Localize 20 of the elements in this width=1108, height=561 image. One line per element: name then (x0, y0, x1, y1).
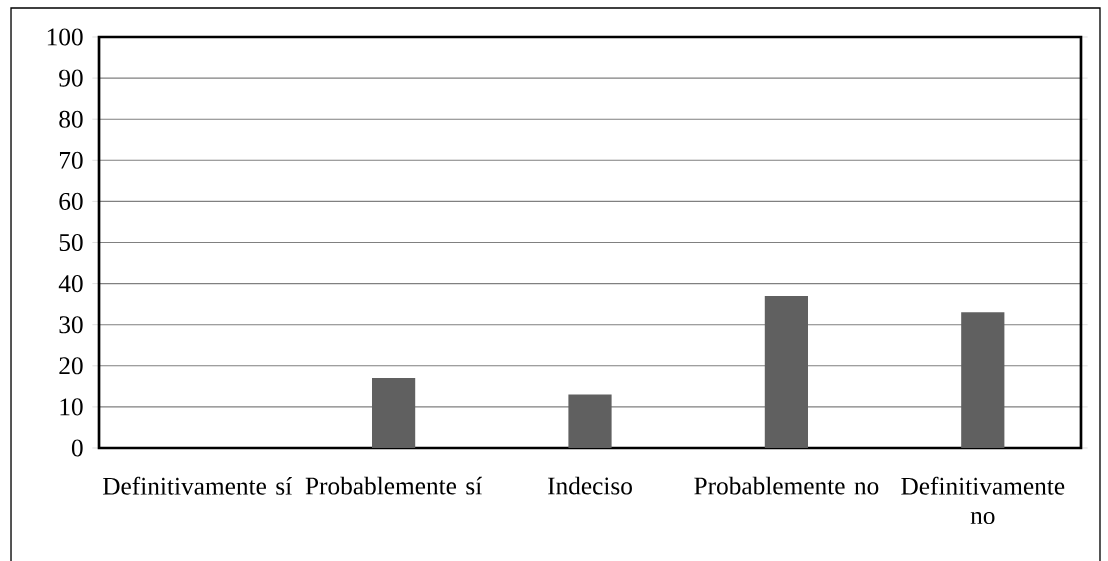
x-tick-label: Definitivamente no (901, 476, 1065, 525)
x-tick-label: Probablemente no (694, 476, 879, 495)
y-tick-label: 80 (59, 110, 83, 128)
y-tick-label: 40 (58, 275, 83, 293)
y-tick-label: 70 (59, 151, 83, 169)
x-tick-label: Definitivamente sí (102, 476, 292, 495)
y-tick-label: 60 (59, 192, 83, 210)
y-tick-label: 20 (59, 357, 83, 375)
y-tick-label: 30 (59, 316, 83, 334)
y-tick-label: 10 (60, 398, 83, 416)
x-tick-label: Indeciso (548, 476, 632, 495)
y-tick-label: 100 (47, 28, 83, 46)
bar (568, 394, 612, 448)
y-tick-label: 90 (59, 69, 83, 87)
y-tick-label: 0 (71, 439, 83, 457)
y-tick-label: 50 (59, 233, 83, 252)
x-tick-label: Probablemente sí (305, 476, 482, 495)
bar (764, 295, 808, 448)
bar (961, 312, 1005, 448)
bar (372, 378, 416, 448)
